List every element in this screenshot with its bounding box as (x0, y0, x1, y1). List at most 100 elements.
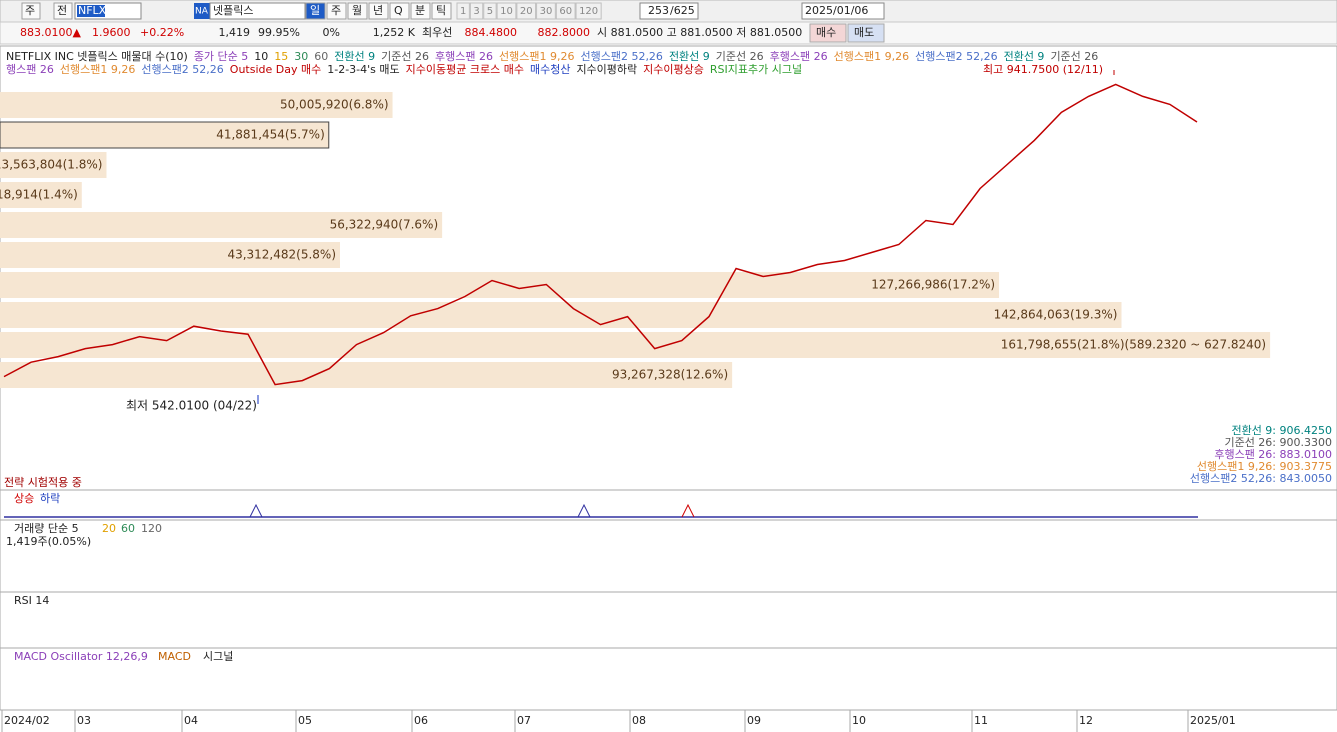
legend-item: Outside Day 매수 (230, 63, 321, 76)
period-button[interactable] (326, 2, 347, 20)
ichimoku-value: 선행스팬1 9,26: 903.3775 (1197, 460, 1332, 473)
volume-profile-label: 41,881,454(5.7%) (216, 128, 325, 142)
ichimoku-value: 기준선 26: 900.3300 (1224, 436, 1332, 449)
legend-item: NETFLIX INC 넷플릭스 매물대 수(10) (6, 50, 188, 63)
legend-item: 선행스팬1 9,26 (60, 63, 135, 76)
volume-profile-label: 161,798,655(21.8%)(589.2320 ~ 627.8240) (1001, 338, 1266, 352)
legend-item: 60 (314, 50, 328, 63)
period-button[interactable] (389, 2, 410, 20)
legend-item: 30 (294, 50, 308, 63)
volume-profile-bar (0, 121, 330, 149)
market: NA (195, 7, 209, 17)
volume-profile-label: 10,418,914(1.4%) (0, 188, 78, 202)
legend-item: 종가 단순 5 (194, 50, 248, 63)
period: 일 (310, 3, 320, 17)
period-button[interactable] (305, 2, 326, 20)
change-pct: +0.22% (140, 26, 184, 39)
volume-profile-label: 13,563,804(1.8%) (0, 158, 102, 172)
high-label: 최고 941.7500 (12/11) (983, 63, 1103, 76)
macd-label: 시그널 (203, 650, 233, 663)
legend-item: 기준선 26 (1050, 50, 1098, 63)
x-tick-label: 10 (852, 714, 866, 727)
price-panel: 최저 542.0100 (04/22) 최고 941.7500 (12/11) 전환… (3, 63, 1332, 485)
x-tick-label: 12 (1079, 714, 1093, 727)
x-tick-label: 08 (632, 714, 646, 727)
volume-profile-bar (0, 302, 1122, 328)
legend-item: 지수이평상승 (643, 63, 704, 76)
legend-item: 15 (274, 50, 288, 63)
ichimoku-value: 선행스팬2 52,26: 843.0050 (1190, 472, 1332, 485)
period-button[interactable] (431, 2, 452, 20)
volume-profile-label: 142,864,063(19.3%) (994, 308, 1118, 322)
ratio2: 0% (323, 26, 340, 39)
legend-item: 기준선 26 (716, 50, 764, 63)
ratio: 99.95% (258, 26, 300, 39)
x-tick-label: 06 (414, 714, 428, 727)
legend-item: 선행스팬2 52,26 (141, 63, 223, 76)
count-total: /625 (670, 4, 695, 17)
interval: 5 (487, 6, 493, 17)
count-box[interactable] (639, 2, 699, 20)
type: 전 (57, 4, 67, 17)
name-box (209, 2, 306, 20)
interval-button[interactable] (575, 2, 602, 20)
legend-item: 지수이동평균 크로스 매수 (406, 63, 524, 76)
x-tick-label: 2025/01 (1190, 714, 1236, 727)
strategy-label: 전략 시험적용 중 (4, 476, 82, 489)
interval-button[interactable] (456, 2, 470, 20)
interval-button[interactable] (536, 2, 556, 20)
ichimoku-value: 후행스팬 26: 883.0100 (1214, 448, 1332, 461)
legend-item: 지수이평하락 (576, 62, 637, 76)
period-button[interactable] (347, 2, 368, 20)
count: 253 (648, 4, 669, 17)
legend-item: 행스팬 26 (6, 63, 54, 76)
buy-button[interactable] (809, 23, 847, 43)
volume-profile-label: 43,312,482(5.8%) (227, 248, 336, 262)
sell-button[interactable] (847, 23, 885, 43)
interval-button[interactable] (469, 2, 484, 20)
interval: 3 (473, 6, 479, 17)
legend-item: 후행스팬 26 (770, 50, 828, 63)
legend-item: 선행스팬1 9,26 (499, 50, 574, 63)
volume-profile-bar (0, 362, 733, 388)
quote-items: 883.0100▲ 1.9600 +0.22% 1,419 99.95% 0% … (20, 23, 885, 43)
rsi-label: RSI 14 (14, 594, 49, 607)
interval: 20 (520, 6, 533, 17)
quote-bar (0, 21, 1337, 45)
type-button[interactable] (53, 2, 73, 20)
x-tick-label: 07 (517, 714, 531, 727)
legend-item: 10 (254, 50, 268, 63)
interval-button[interactable] (483, 2, 497, 20)
volume-profile-bar (0, 242, 341, 268)
x-tick-label: 03 (77, 714, 91, 727)
date: 2025/01/06 (805, 4, 868, 17)
volume-profile-bar (0, 332, 1271, 358)
price-line (3, 83, 1198, 386)
macd-label: MACD Oscillator 12,26,9 (14, 650, 148, 663)
code: NFLX (78, 4, 107, 17)
x-tick-label: 05 (298, 714, 312, 727)
change: 1.9600 (92, 26, 131, 39)
amount: 1,252 K (373, 26, 416, 39)
volume-profile-label: 50,005,920(6.8%) (280, 98, 389, 112)
low-label: 최저 542.0100 (04/22) (126, 399, 257, 413)
mode-button[interactable] (21, 2, 41, 20)
volume-profile-bar (0, 212, 443, 238)
volume-profile-bar (0, 272, 1000, 298)
ichimoku-value: 전환선 9: 906.4250 (1231, 424, 1332, 437)
legend-item: 선행스팬2 52,26 (580, 50, 662, 63)
period: 주 (331, 4, 341, 17)
period-button[interactable] (368, 2, 389, 20)
vol-ma: 120 (141, 522, 162, 535)
date-box[interactable] (801, 2, 885, 20)
volume-panel-label: 거래량 단순 5 (14, 522, 79, 535)
interval-button[interactable] (555, 2, 576, 20)
volume-profile-bar (0, 182, 82, 208)
interval: 60 (559, 6, 572, 17)
legend-item: 선행스팬2 52,26 (915, 50, 997, 63)
period-button[interactable] (410, 2, 431, 20)
interval-button[interactable] (496, 2, 517, 20)
interval-button[interactable] (516, 2, 537, 20)
